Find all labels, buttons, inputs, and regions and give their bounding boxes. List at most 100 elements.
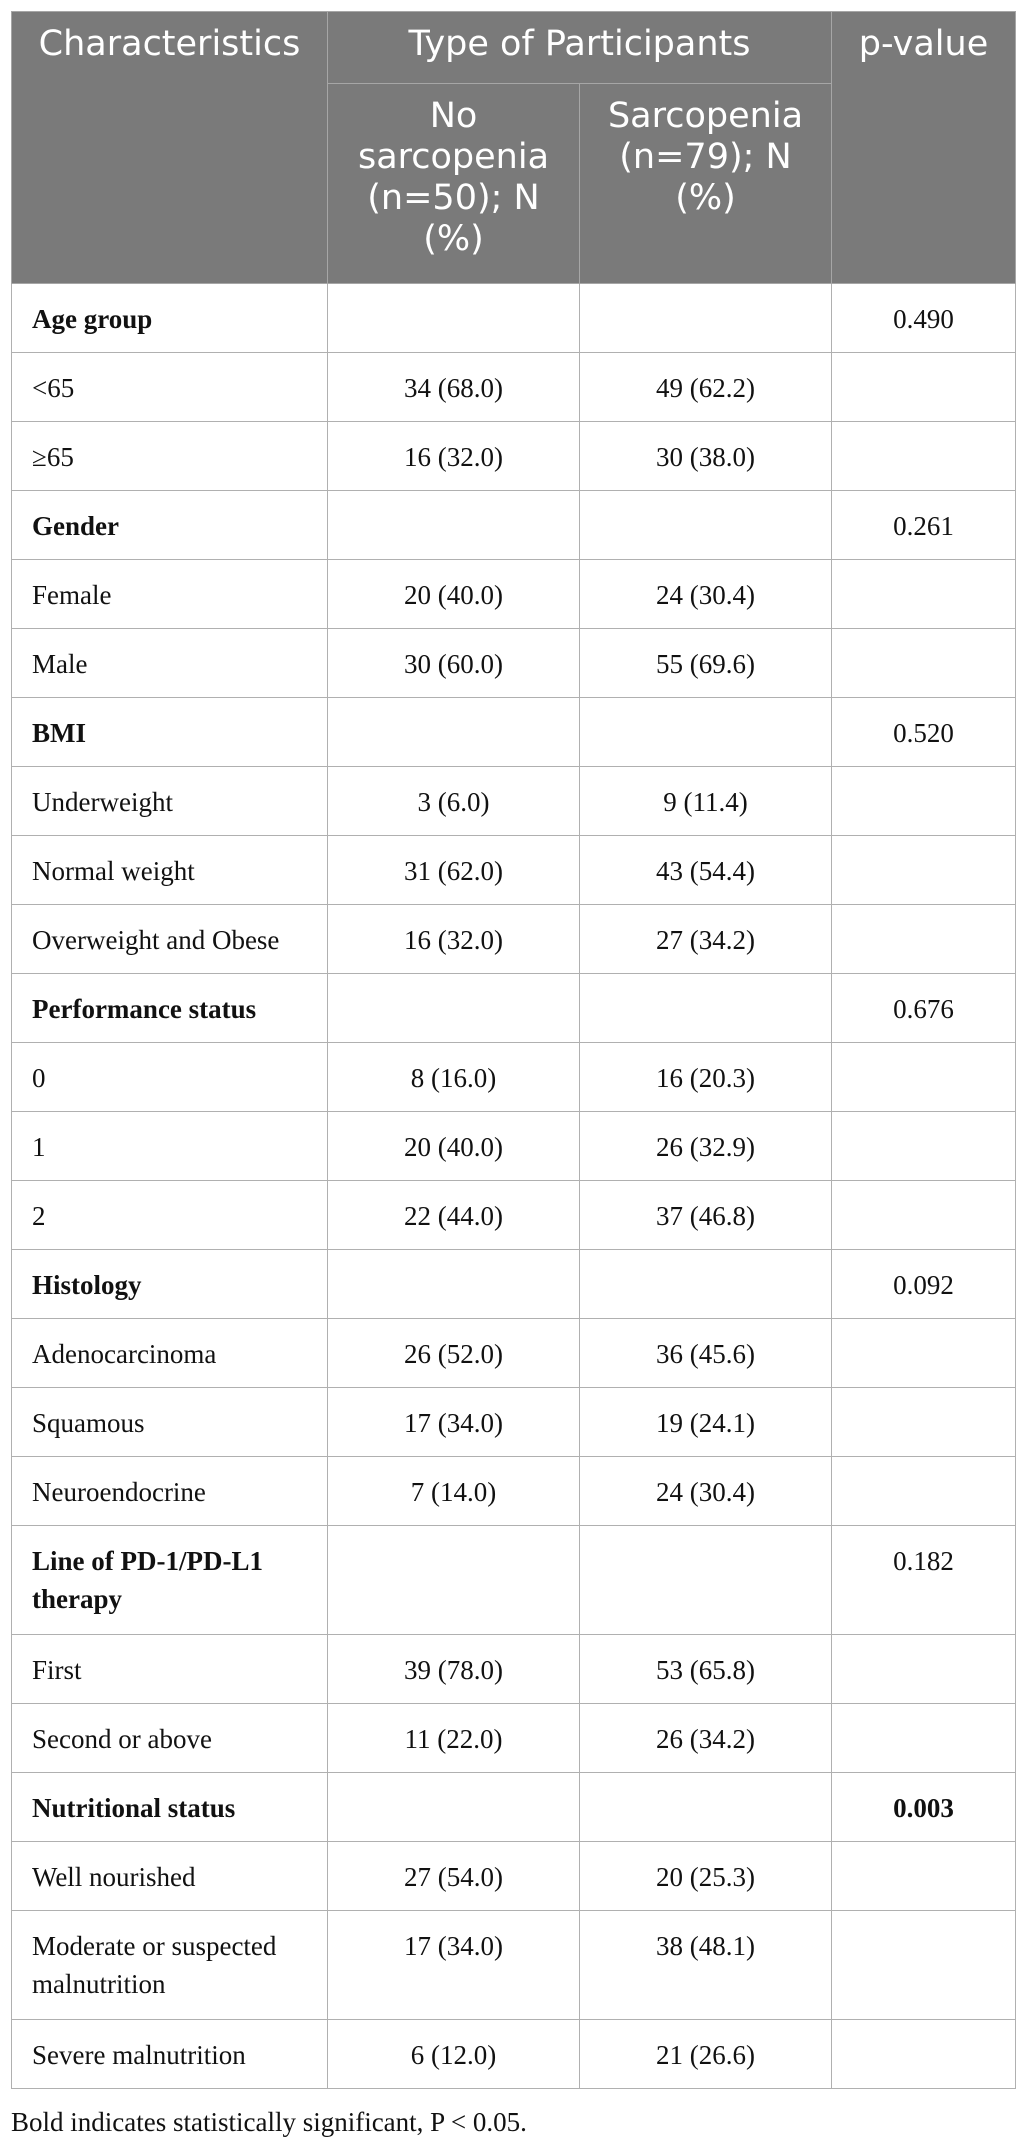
cell-characteristic: Second or above — [11, 1703, 328, 1773]
cell-no-sarcopenia: 22 (44.0) — [327, 1180, 580, 1250]
table-header: Characteristics Type of Participants p-v… — [11, 11, 1016, 284]
cell-sarcopenia: 19 (24.1) — [579, 1387, 832, 1457]
cell-characteristic: Squamous — [11, 1387, 328, 1457]
table-row: Neuroendocrine 7 (14.0) 24 (30.4) — [11, 1456, 1016, 1526]
cell-characteristic: <65 — [11, 352, 328, 422]
table-row: Severe malnutrition 6 (12.0) 21 (26.6) — [11, 2019, 1016, 2089]
cell-p-value: 0.092 — [831, 1249, 1016, 1319]
cell-sarcopenia: 16 (20.3) — [579, 1042, 832, 1112]
cell-p-value — [831, 766, 1016, 836]
table-body: Age group 0.490 <65 34 (68.0) 49 (62.2) ≥65 16… — [11, 283, 1016, 2089]
cell-p-value — [831, 559, 1016, 629]
cell-no-sarcopenia — [327, 283, 580, 353]
cell-sarcopenia: 37 (46.8) — [579, 1180, 832, 1250]
cell-p-value — [831, 2019, 1016, 2089]
cell-characteristic: Well nourished — [11, 1841, 328, 1911]
cell-p-value: 0.003 — [831, 1772, 1016, 1842]
cell-sarcopenia: 26 (34.2) — [579, 1703, 832, 1773]
cell-sarcopenia: 20 (25.3) — [579, 1841, 832, 1911]
cell-sarcopenia: 24 (30.4) — [579, 559, 832, 629]
cell-characteristic: Performance status — [11, 973, 328, 1043]
cell-characteristic: Gender — [11, 490, 328, 560]
table-row: Male 30 (60.0) 55 (69.6) — [11, 628, 1016, 698]
cell-p-value — [831, 904, 1016, 974]
cell-sarcopenia: 24 (30.4) — [579, 1456, 832, 1526]
cell-no-sarcopenia: 17 (34.0) — [327, 1910, 580, 2020]
table-group-row: Performance status 0.676 — [11, 973, 1016, 1043]
characteristics-table: Characteristics Type of Participants p-v… — [11, 11, 1016, 2089]
cell-no-sarcopenia: 27 (54.0) — [327, 1841, 580, 1911]
table-group-row: Line of PD-1/PD-L1 therapy 0.182 — [11, 1525, 1016, 1635]
cell-no-sarcopenia: 17 (34.0) — [327, 1387, 580, 1457]
cell-sarcopenia: 27 (34.2) — [579, 904, 832, 974]
cell-sarcopenia: 38 (48.1) — [579, 1910, 832, 2020]
cell-sarcopenia: 36 (45.6) — [579, 1318, 832, 1388]
table-row: Normal weight 31 (62.0) 43 (54.4) — [11, 835, 1016, 905]
cell-p-value — [831, 1456, 1016, 1526]
cell-sarcopenia: 21 (26.6) — [579, 2019, 832, 2089]
cell-characteristic: Normal weight — [11, 835, 328, 905]
cell-sarcopenia — [579, 1249, 832, 1319]
cell-no-sarcopenia: 20 (40.0) — [327, 559, 580, 629]
cell-sarcopenia — [579, 1772, 832, 1842]
cell-sarcopenia — [579, 283, 832, 353]
document: Characteristics Type of Participants p-v… — [11, 11, 1016, 2138]
table-row: 1 20 (40.0) 26 (32.9) — [11, 1111, 1016, 1181]
cell-no-sarcopenia: 39 (78.0) — [327, 1634, 580, 1704]
cell-p-value — [831, 1703, 1016, 1773]
header-sarcopenia: Sarcopenia (n=79); N (%) — [579, 83, 832, 284]
cell-characteristic: 2 — [11, 1180, 328, 1250]
cell-no-sarcopenia: 34 (68.0) — [327, 352, 580, 422]
cell-no-sarcopenia — [327, 1772, 580, 1842]
table-row: First 39 (78.0) 53 (65.8) — [11, 1634, 1016, 1704]
table-row: ≥65 16 (32.0) 30 (38.0) — [11, 421, 1016, 491]
cell-characteristic: Severe malnutrition — [11, 2019, 328, 2089]
table-row: Second or above 11 (22.0) 26 (34.2) — [11, 1703, 1016, 1773]
cell-p-value — [831, 1042, 1016, 1112]
header-type-of-participants: Type of Participants — [327, 11, 832, 84]
table-row: Moderate or suspected malnutrition 17 (34… — [11, 1910, 1016, 2020]
cell-no-sarcopenia — [327, 1249, 580, 1319]
cell-characteristic: Moderate or suspected malnutrition — [11, 1910, 328, 2020]
cell-no-sarcopenia: 3 (6.0) — [327, 766, 580, 836]
cell-no-sarcopenia: 8 (16.0) — [327, 1042, 580, 1112]
table-footnote: Bold indicates statistically significant… — [11, 2107, 527, 2137]
header-characteristics: Characteristics — [11, 11, 328, 284]
table-group-row: Gender 0.261 — [11, 490, 1016, 560]
cell-no-sarcopenia — [327, 1525, 580, 1635]
cell-no-sarcopenia: 26 (52.0) — [327, 1318, 580, 1388]
cell-p-value — [831, 1318, 1016, 1388]
cell-no-sarcopenia: 20 (40.0) — [327, 1111, 580, 1181]
cell-no-sarcopenia: 16 (32.0) — [327, 421, 580, 491]
cell-p-value — [831, 835, 1016, 905]
cell-no-sarcopenia: 31 (62.0) — [327, 835, 580, 905]
cell-no-sarcopenia — [327, 490, 580, 560]
cell-characteristic: Female — [11, 559, 328, 629]
cell-p-value — [831, 1180, 1016, 1250]
cell-characteristic: Underweight — [11, 766, 328, 836]
cell-p-value — [831, 628, 1016, 698]
cell-p-value — [831, 1111, 1016, 1181]
cell-sarcopenia: 49 (62.2) — [579, 352, 832, 422]
cell-sarcopenia: 53 (65.8) — [579, 1634, 832, 1704]
cell-p-value: 0.520 — [831, 697, 1016, 767]
table-row: 2 22 (44.0) 37 (46.8) — [11, 1180, 1016, 1250]
cell-p-value — [831, 421, 1016, 491]
cell-p-value — [831, 1910, 1016, 2020]
header-p-value: p-value — [831, 11, 1016, 284]
cell-characteristic: 1 — [11, 1111, 328, 1181]
cell-p-value — [831, 1841, 1016, 1911]
cell-characteristic: Adenocarcinoma — [11, 1318, 328, 1388]
cell-characteristic: Age group — [11, 283, 328, 353]
cell-no-sarcopenia: 7 (14.0) — [327, 1456, 580, 1526]
cell-no-sarcopenia: 11 (22.0) — [327, 1703, 580, 1773]
cell-p-value: 0.261 — [831, 490, 1016, 560]
cell-sarcopenia: 43 (54.4) — [579, 835, 832, 905]
cell-characteristic: Overweight and Obese — [11, 904, 328, 974]
cell-characteristic: ≥65 — [11, 421, 328, 491]
cell-characteristic: Line of PD-1/PD-L1 therapy — [11, 1525, 328, 1635]
table-group-row: Nutritional status 0.003 — [11, 1772, 1016, 1842]
table-row: Underweight 3 (6.0) 9 (11.4) — [11, 766, 1016, 836]
cell-p-value — [831, 352, 1016, 422]
